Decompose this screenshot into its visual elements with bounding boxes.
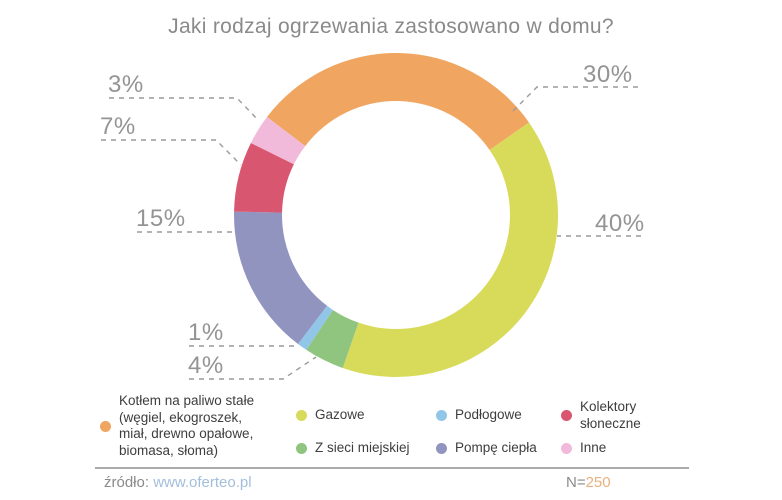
- source-link[interactable]: www.oferteo.pl: [153, 474, 252, 491]
- legend-item-inne: Inne: [561, 440, 606, 457]
- callout-label-7: 7%: [100, 113, 136, 140]
- legend-dot-inne: [561, 442, 572, 454]
- callout-label-30: 30%: [583, 61, 633, 88]
- legend-item-gazowe: Gazowe: [296, 407, 365, 424]
- legend-item-z-sieci-miejskiej: Z sieci miejskiej: [296, 440, 410, 457]
- source-label: źródło:: [104, 474, 150, 491]
- donut-segment-6: [234, 142, 294, 213]
- legend-dot-gazowe: [296, 409, 307, 421]
- legend-label: Kotłem na paliwo stałe (węgiel, ekogrosz…: [119, 393, 255, 458]
- footer-divider: [95, 467, 689, 469]
- legend-item-paliwo-stale: Kotłem na paliwo stałe (węgiel, ekogrosz…: [100, 393, 265, 459]
- legend-dot-podlogowe: [436, 409, 447, 421]
- legend-dot-z-sieci-miejskiej: [296, 442, 307, 454]
- chart-title: Jaki rodzaj ogrzewania zastosowano w dom…: [168, 15, 614, 38]
- legend-dot-paliwo-stale: [100, 420, 111, 432]
- donut-segment-4: [298, 305, 333, 350]
- callout-label-40: 40%: [595, 210, 645, 237]
- legend-label: Z sieci miejskiej: [315, 440, 410, 455]
- leader-line-4: [189, 356, 317, 380]
- sample-size-value: 250: [585, 474, 611, 491]
- legend-label: Pompę ciepła: [455, 440, 537, 455]
- source-note: źródło: www.oferteo.pl: [104, 474, 252, 491]
- legend-label: Gazowe: [315, 407, 365, 422]
- callout-label-3: 3%: [108, 71, 144, 98]
- legend-label: Kolektory słoneczne: [580, 399, 641, 431]
- donut-segment-2: [342, 122, 559, 378]
- callout-label-15: 15%: [136, 205, 186, 232]
- legend-item-pompe-ciepla: Pompę ciepła: [436, 440, 537, 457]
- sample-size-label: N=: [566, 474, 586, 491]
- donut-segments: [234, 52, 559, 378]
- legend-label: Podłogowe: [455, 407, 522, 422]
- legend-dot-pompe-ciepla: [436, 442, 447, 454]
- donut-segment-3: [306, 309, 359, 368]
- legend-dot-kolektory-sloneczne: [561, 410, 572, 421]
- donut-segment-1: [266, 52, 530, 150]
- sample-size: N=250: [566, 474, 611, 491]
- leader-line-30: [512, 86, 638, 112]
- donut-segment-7: [250, 117, 306, 165]
- callout-label-4: 4%: [188, 352, 224, 379]
- callout-label-1: 1%: [188, 319, 224, 346]
- legend-label: Inne: [580, 440, 607, 455]
- legend-item-podlogowe: Podłogowe: [436, 407, 522, 424]
- donut-segment-5: [234, 211, 328, 345]
- legend-item-kolektory-sloneczne: Kolektory słoneczne: [561, 399, 671, 432]
- leader-line-7: [101, 139, 242, 166]
- leader-line-3: [109, 97, 260, 122]
